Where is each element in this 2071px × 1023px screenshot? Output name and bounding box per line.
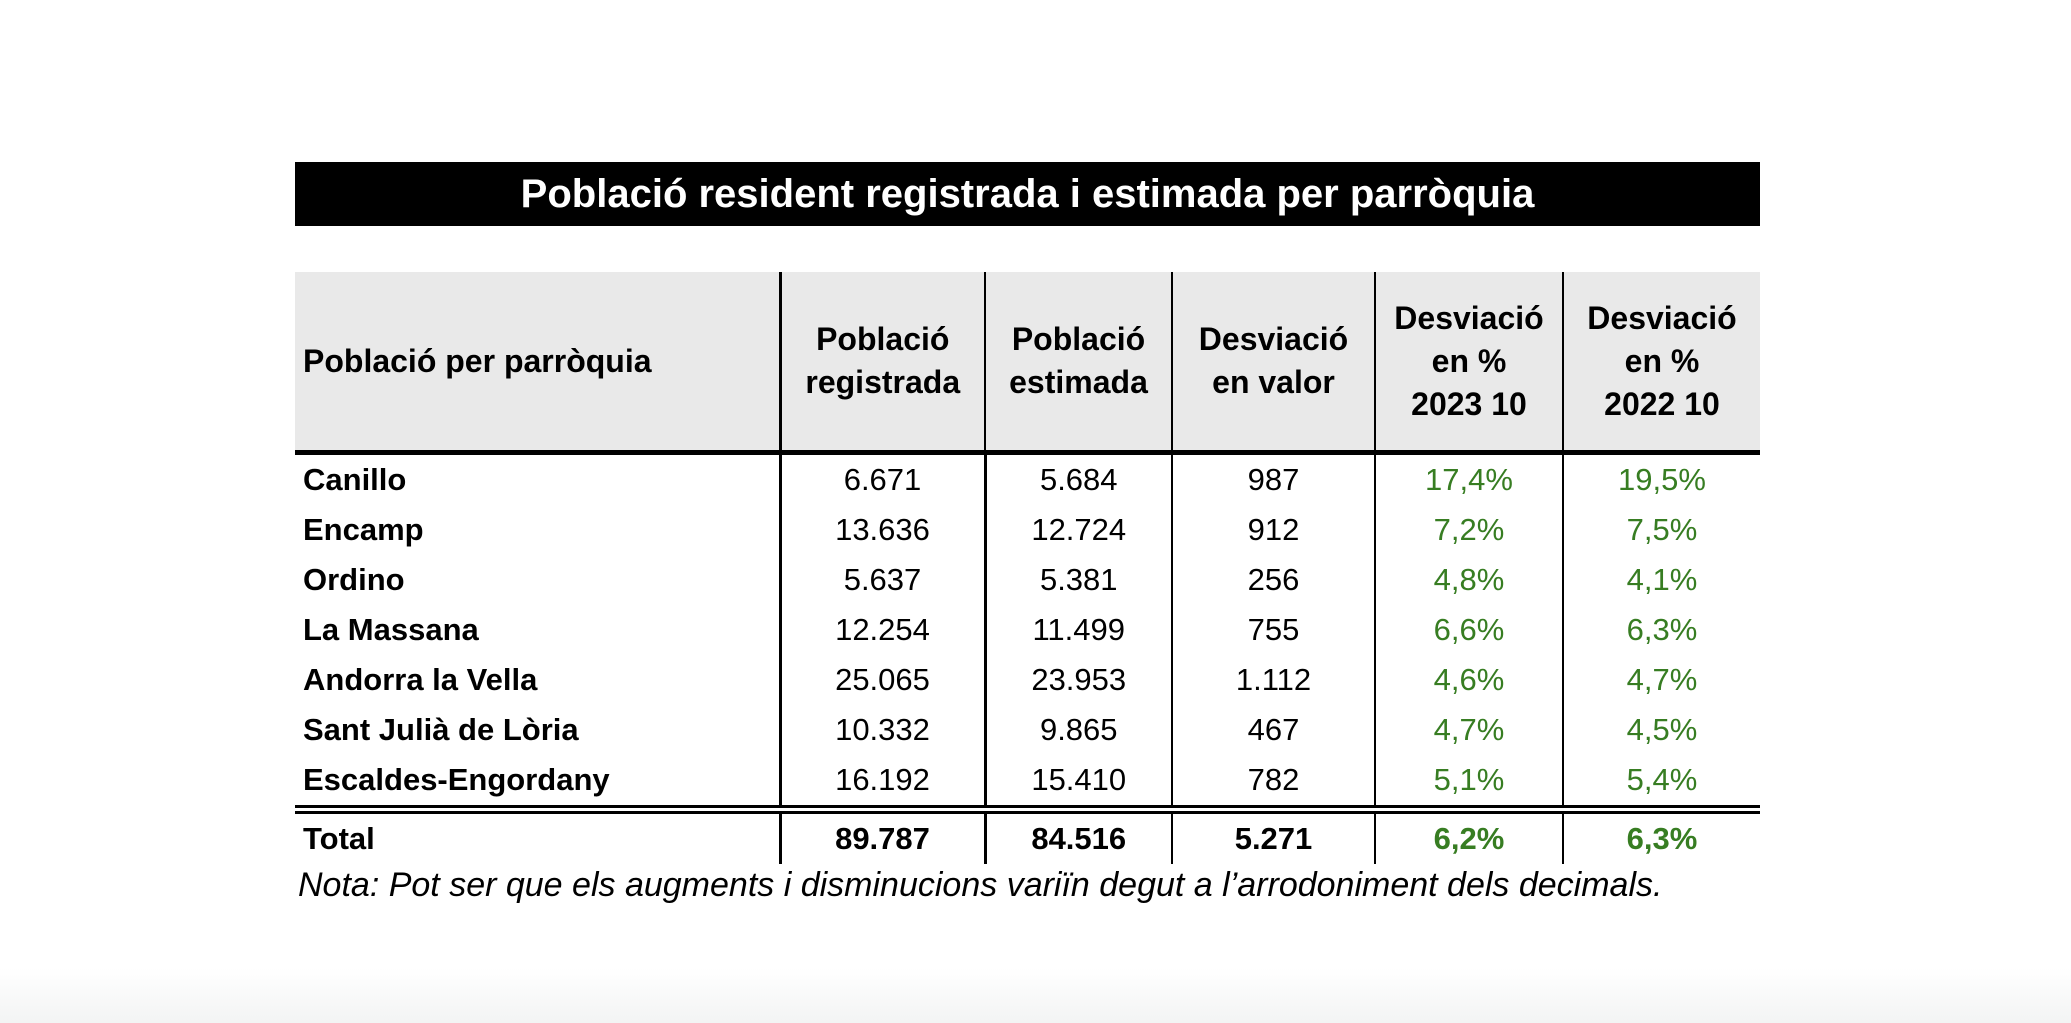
page-bottom-fade <box>0 968 2071 1023</box>
table-row-total: Total 89.787 84.516 5.271 6,2% 6,3% <box>295 805 1760 864</box>
cell-parroquia: Escaldes-Engordany <box>295 755 782 810</box>
cell-total-pct-2023: 6,2% <box>1375 805 1564 864</box>
table-row-andorra-la-vella: Andorra la Vella 25.065 23.953 1.112 4,6… <box>295 655 1760 705</box>
col-header-desviacio-valor: Desviació en valor <box>1172 272 1376 455</box>
cell-desviacio-valor: 755 <box>1172 605 1376 655</box>
cell-pct-2023: 7,2% <box>1375 505 1564 555</box>
table-row-la-massana: La Massana 12.254 11.499 755 6,6% 6,3% <box>295 605 1760 655</box>
cell-parroquia: La Massana <box>295 605 782 655</box>
cell-estimada: 23.953 <box>985 655 1173 705</box>
table-row-sant-julia-de-loria: Sant Julià de Lòria 10.332 9.865 467 4,7… <box>295 705 1760 755</box>
cell-estimada: 5.381 <box>985 555 1173 605</box>
cell-pct-2022: 4,7% <box>1626 662 1698 697</box>
cell-pct-2023: 4,7% <box>1375 705 1564 755</box>
cell-desviacio-valor: 256 <box>1172 555 1376 605</box>
table-row-encamp: Encamp 13.636 12.724 912 7,2% 7,5% <box>295 505 1760 555</box>
cell-desviacio-valor: 987 <box>1172 452 1376 505</box>
cell-total-pct-2022: 6,3% <box>1563 805 1760 864</box>
cell-pct-2022: 5,4% <box>1626 762 1698 797</box>
cell-total-registrada: 89.787 <box>780 805 987 864</box>
cell-pct-2022: 4,5% <box>1626 712 1698 747</box>
cell-parroquia: Encamp <box>295 505 782 555</box>
cell-registrada: 5.637 <box>780 555 987 605</box>
cell-estimada: 12.724 <box>985 505 1173 555</box>
cell-total-label: Total <box>295 805 782 864</box>
report-title-bar: Població resident registrada i estimada … <box>295 162 1760 226</box>
cell-parroquia: Ordino <box>295 555 782 605</box>
cell-total-estimada: 84.516 <box>985 805 1173 864</box>
cell-total-desviacio-valor: 5.271 <box>1172 805 1376 864</box>
col-header-desviacio-pct-2023: Desviació en % 2023 10 <box>1375 272 1564 455</box>
table-row-canillo: Canillo 6.671 5.684 987 17,4% 19,5% <box>295 452 1760 505</box>
cell-estimada: 5.684 <box>985 452 1173 505</box>
cell-pct-2022: 19,5% <box>1618 462 1706 497</box>
table-row-ordino: Ordino 5.637 5.381 256 4,8% 4,1% <box>295 555 1760 605</box>
cell-parroquia: Andorra la Vella <box>295 655 782 705</box>
cell-pct-2023: 6,6% <box>1375 605 1564 655</box>
cell-desviacio-valor: 782 <box>1172 755 1376 810</box>
table-body: Canillo 6.671 5.684 987 17,4% 19,5% Enca… <box>295 452 1760 864</box>
cell-desviacio-valor: 467 <box>1172 705 1376 755</box>
cell-registrada: 6.671 <box>780 452 987 505</box>
cell-estimada: 9.865 <box>985 705 1173 755</box>
cell-registrada: 16.192 <box>780 755 987 810</box>
table-header: Població per parròquia Població registra… <box>295 272 1760 455</box>
cell-pct-2022: 7,5% <box>1626 512 1698 547</box>
cell-pct-2022: 4,1% <box>1626 562 1698 597</box>
cell-registrada: 12.254 <box>780 605 987 655</box>
cell-desviacio-valor: 1.112 <box>1172 655 1376 705</box>
col-header-parroquia: Població per parròquia <box>295 272 782 455</box>
cell-registrada: 10.332 <box>780 705 987 755</box>
cell-desviacio-valor: 912 <box>1172 505 1376 555</box>
table-header-row: Població per parròquia Població registra… <box>295 272 1760 455</box>
cell-pct-2023: 4,6% <box>1375 655 1564 705</box>
cell-estimada: 15.410 <box>985 755 1173 810</box>
cell-registrada: 13.636 <box>780 505 987 555</box>
cell-parroquia: Canillo <box>295 452 782 505</box>
cell-parroquia: Sant Julià de Lòria <box>295 705 782 755</box>
col-header-estimada: Població estimada <box>985 272 1173 455</box>
report-title: Població resident registrada i estimada … <box>520 171 1535 216</box>
col-header-desviacio-pct-2022: Desviació en % 2022 10 <box>1563 272 1760 455</box>
table-row-escaldes-engordany: Escaldes-Engordany 16.192 15.410 782 5,1… <box>295 755 1760 810</box>
cell-pct-2023: 17,4% <box>1375 452 1564 505</box>
footnote: Nota: Pot ser que els augments i disminu… <box>298 866 1663 904</box>
cell-pct-2022: 6,3% <box>1626 612 1698 647</box>
population-table: Població per parròquia Població registra… <box>295 272 1760 864</box>
cell-estimada: 11.499 <box>985 605 1173 655</box>
cell-pct-2023: 5,1% <box>1375 755 1564 810</box>
cell-pct-2023: 4,8% <box>1375 555 1564 605</box>
col-header-registrada: Població registrada <box>780 272 986 455</box>
cell-registrada: 25.065 <box>780 655 987 705</box>
